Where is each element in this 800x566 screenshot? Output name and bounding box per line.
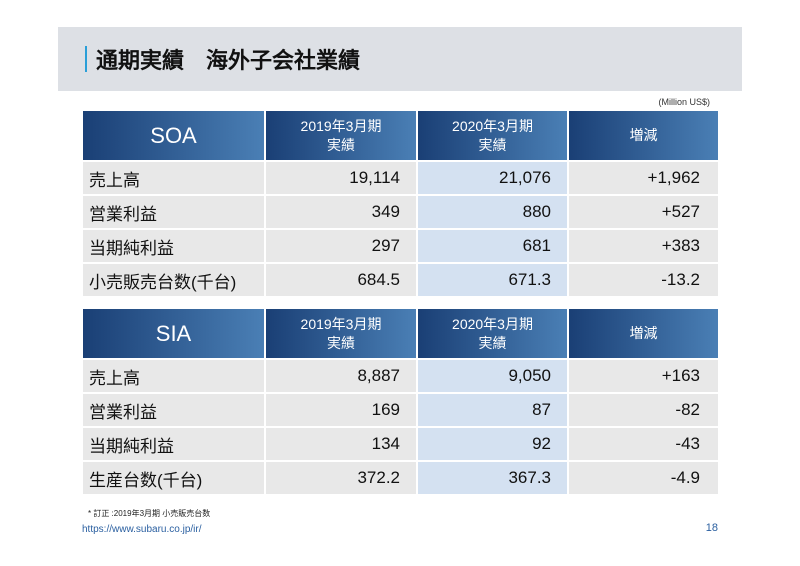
value-2019: 684.5 (266, 264, 416, 296)
row-label: 当期純利益 (83, 230, 264, 262)
table-row: 当期純利益 297 681 +383 (83, 230, 718, 262)
title-accent (85, 46, 87, 72)
table-header: SIA 2019年3月期 実績 2020年3月期 実績 増減 (83, 309, 718, 358)
value-2019: 297 (266, 230, 416, 262)
value-change: -13.2 (569, 264, 718, 296)
row-label: 小売販売台数(千台) (83, 264, 264, 296)
header-change: 増減 (569, 309, 718, 358)
value-change: -43 (569, 428, 718, 460)
header-2019: 2019年3月期 実績 (266, 309, 416, 358)
unit-label: (Million US$) (658, 97, 710, 107)
company-name: SOA (83, 111, 264, 160)
footnote: * 訂正 :2019年3月期 小売販売台数 (88, 509, 211, 518)
row-label: 当期純利益 (83, 428, 264, 460)
title-bar: 通期実績 海外子会社業績 (58, 27, 742, 91)
row-label: 売上高 (83, 162, 264, 194)
row-label: 営業利益 (83, 196, 264, 228)
value-change: -4.9 (569, 462, 718, 494)
soa-table: SOA 2019年3月期 実績 2020年3月期 実績 増減 売上高 19,114 21… (83, 111, 718, 298)
table-row: 売上高 19,114 21,076 +1,962 (83, 162, 718, 194)
table-row: 当期純利益 134 92 -43 (83, 428, 718, 460)
value-2020: 87 (418, 394, 567, 426)
row-label: 生産台数(千台) (83, 462, 264, 494)
header-2019: 2019年3月期 実績 (266, 111, 416, 160)
row-label: 売上高 (83, 360, 264, 392)
value-change: +163 (569, 360, 718, 392)
company-name: SIA (83, 309, 264, 358)
value-2020: 21,076 (418, 162, 567, 194)
value-change: -82 (569, 394, 718, 426)
row-label: 営業利益 (83, 394, 264, 426)
value-2020: 681 (418, 230, 567, 262)
header-2020: 2020年3月期 実績 (418, 309, 567, 358)
value-change: +383 (569, 230, 718, 262)
site-url[interactable]: https://www.subaru.co.jp/ir/ (82, 524, 202, 535)
value-2020: 880 (418, 196, 567, 228)
table-row: 小売販売台数(千台) 684.5 671.3 -13.2 (83, 264, 718, 296)
value-2019: 134 (266, 428, 416, 460)
value-2020: 367.3 (418, 462, 567, 494)
value-2019: 372.2 (266, 462, 416, 494)
value-2019: 8,887 (266, 360, 416, 392)
table-row: 営業利益 349 880 +527 (83, 196, 718, 228)
value-2020: 9,050 (418, 360, 567, 392)
header-change: 増減 (569, 111, 718, 160)
page-title: 通期実績 海外子会社業績 (96, 48, 361, 73)
page-number: 18 (705, 522, 718, 534)
value-change: +1,962 (569, 162, 718, 194)
value-2019: 349 (266, 196, 416, 228)
table-row: 営業利益 169 87 -82 (83, 394, 718, 426)
header-2020: 2020年3月期 実績 (418, 111, 567, 160)
value-change: +527 (569, 196, 718, 228)
sia-table: SIA 2019年3月期 実績 2020年3月期 実績 増減 売上高 8,887 9,0… (83, 309, 718, 496)
value-2019: 19,114 (266, 162, 416, 194)
table-row: 売上高 8,887 9,050 +163 (83, 360, 718, 392)
table-header: SOA 2019年3月期 実績 2020年3月期 実績 増減 (83, 111, 718, 160)
table-row: 生産台数(千台) 372.2 367.3 -4.9 (83, 462, 718, 494)
value-2019: 169 (266, 394, 416, 426)
value-2020: 671.3 (418, 264, 567, 296)
value-2020: 92 (418, 428, 567, 460)
